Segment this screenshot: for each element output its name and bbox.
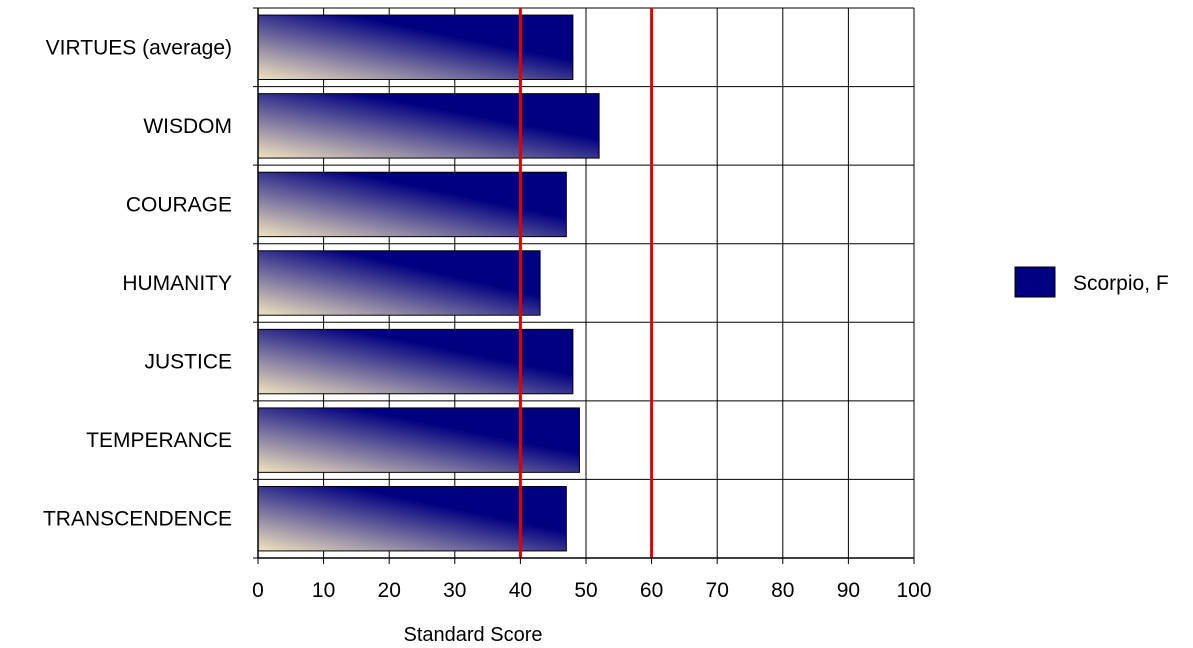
x-tick-label: 0 xyxy=(252,579,264,602)
bar xyxy=(257,328,574,395)
legend: Scorpio, F xyxy=(1014,266,1169,298)
category-label-layer: VIRTUES (average) WISDOM COURAGE HUMANITY JU… xyxy=(43,36,232,530)
legend-label: Scorpio, F xyxy=(1073,272,1169,295)
x-tick-label: 30 xyxy=(443,579,466,602)
reference-line-layer xyxy=(518,8,654,558)
category-label: JUSTICE xyxy=(144,351,232,374)
bar xyxy=(257,93,600,159)
axis-layer: 0 10 20 30 40 50 60 70 80 90 100 xyxy=(252,8,932,602)
category-label: TEMPERANCE xyxy=(86,429,232,452)
bar xyxy=(257,14,574,81)
category-label: HUMANITY xyxy=(122,272,232,295)
x-tick-label: 70 xyxy=(706,579,729,602)
category-label: VIRTUES (average) xyxy=(46,36,232,59)
x-tick-label: 60 xyxy=(640,579,663,602)
x-tick-label: 50 xyxy=(574,579,597,602)
x-tick-label: 80 xyxy=(771,579,794,602)
x-tick-label: 10 xyxy=(312,579,335,602)
x-tick-label: 20 xyxy=(378,579,401,602)
bar xyxy=(257,250,541,316)
bar xyxy=(257,407,580,473)
bar-layer xyxy=(257,14,600,552)
x-tick-label: 100 xyxy=(896,579,931,602)
bar xyxy=(257,171,567,238)
category-label: TRANSCENDENCE xyxy=(43,508,232,531)
bar xyxy=(257,486,567,552)
x-tick-label: 40 xyxy=(509,579,532,602)
x-tick-label: 90 xyxy=(837,579,860,602)
legend-swatch xyxy=(1014,266,1056,298)
x-axis-title: Standard Score xyxy=(404,624,543,646)
category-label: COURAGE xyxy=(126,193,232,216)
category-label: WISDOM xyxy=(143,115,232,138)
